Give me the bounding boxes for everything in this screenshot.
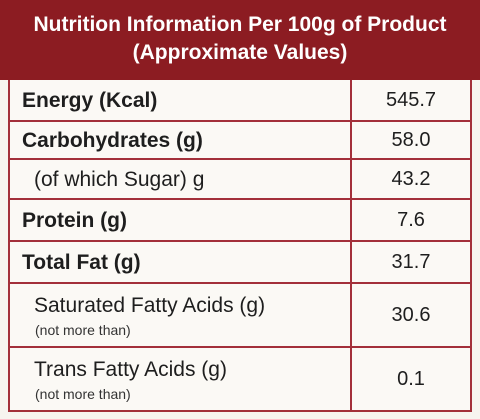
column-divider — [350, 160, 352, 198]
table-row: Carbohydrates (g) 58.0 — [10, 122, 470, 160]
column-divider — [350, 200, 352, 240]
table-row: Protein (g) 7.6 — [10, 200, 470, 242]
row-note: (not more than) — [35, 386, 131, 402]
row-value: 43.2 — [391, 168, 431, 190]
row-value: 31.7 — [391, 251, 431, 273]
row-label: Carbohydrates (g) — [22, 129, 203, 152]
row-value: 545.7 — [385, 89, 437, 111]
row-label: Trans Fatty Acids (g) — [34, 358, 227, 381]
row-value: 0.1 — [397, 368, 425, 390]
table-row: Total Fat (g) 31.7 — [10, 242, 470, 284]
column-divider — [350, 348, 352, 410]
row-label: Saturated Fatty Acids (g) — [34, 294, 266, 317]
row-value: 58.0 — [391, 129, 431, 151]
row-label: Protein (g) — [22, 209, 127, 232]
table-row: Trans Fatty Acids (g) (not more than) 0.1 — [10, 348, 470, 412]
header: Nutrition Information Per 100g of Produc… — [0, 0, 480, 80]
column-divider — [350, 242, 352, 282]
header-title: Nutrition Information Per 100g of Produc… — [33, 13, 447, 36]
column-divider — [350, 80, 352, 120]
table-row: (of which Sugar) g 43.2 — [10, 160, 470, 200]
column-divider — [350, 122, 352, 158]
header-subtitle: (Approximate Values) — [132, 41, 348, 64]
row-label: Total Fat (g) — [22, 251, 141, 274]
column-divider — [350, 284, 352, 346]
row-note: (not more than) — [35, 322, 131, 338]
row-label: Energy (Kcal) — [22, 89, 158, 112]
table-row: Saturated Fatty Acids (g) (not more than)… — [10, 284, 470, 348]
nutrition-table: Energy (Kcal) 545.7 Carbohydrates (g) 58.0 (… — [8, 80, 472, 412]
table-row: Energy (Kcal) 545.7 — [10, 80, 470, 122]
row-value: 30.6 — [391, 304, 431, 326]
row-label: (of which Sugar) g — [34, 168, 205, 191]
row-value: 7.6 — [397, 209, 425, 231]
